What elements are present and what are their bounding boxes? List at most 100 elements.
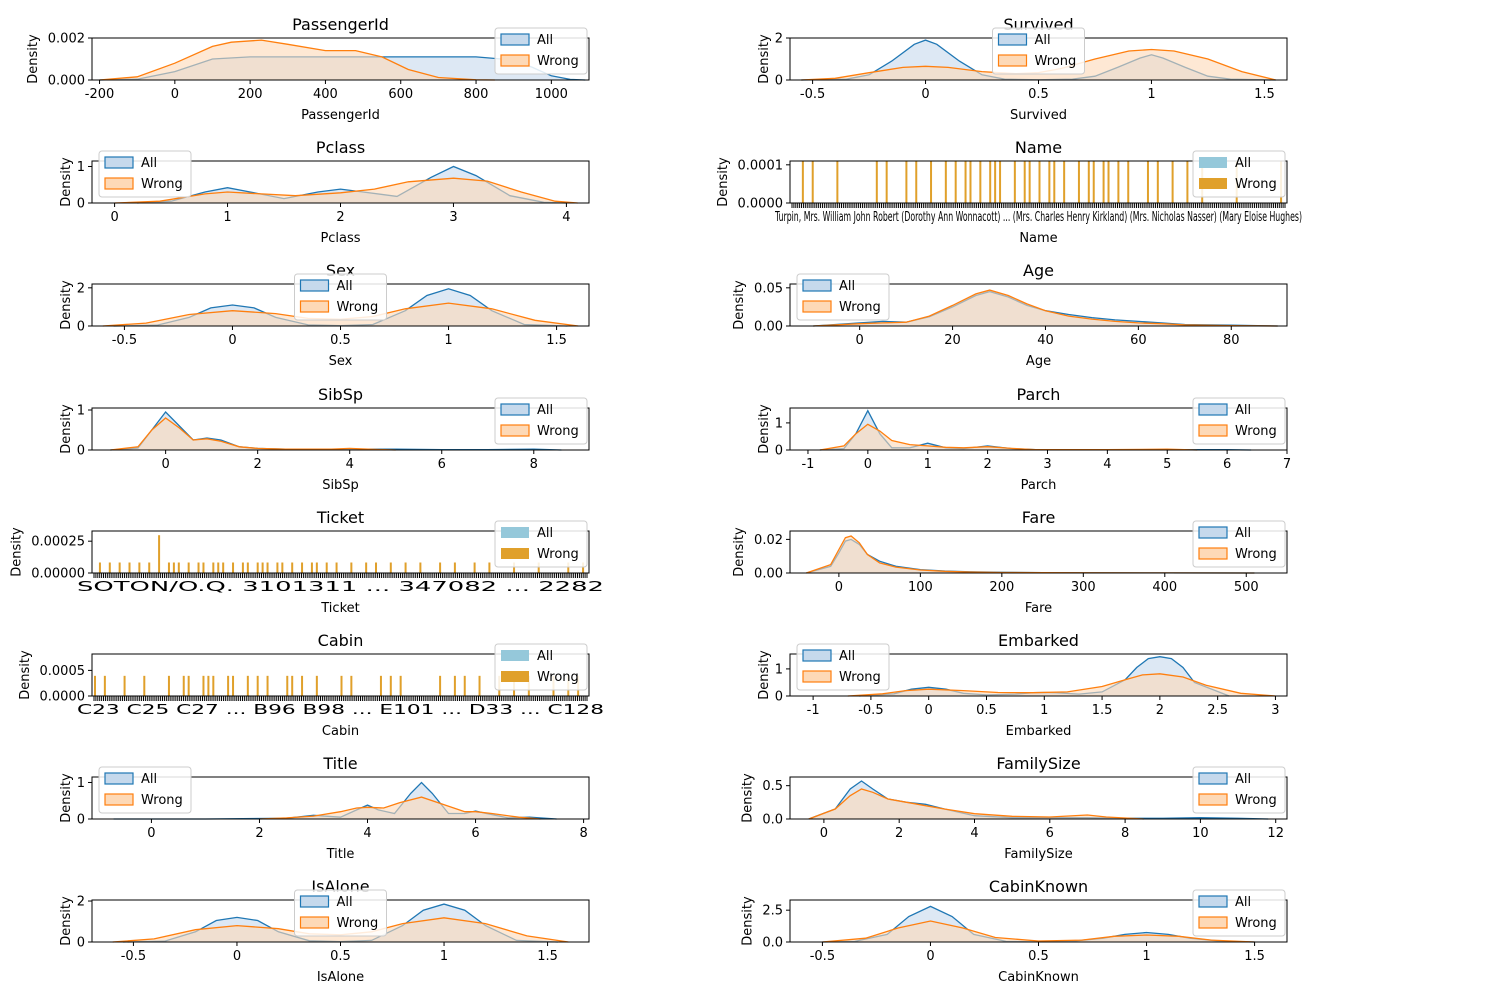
y-axis-label: Density bbox=[757, 404, 772, 454]
bar-wrong bbox=[187, 562, 190, 573]
panel-age: Age 0 20 40 60 80 0.00 0.05 Age Density All Wrong bbox=[732, 261, 1288, 369]
bar-wrong bbox=[478, 675, 481, 696]
x-tick-label: -200 bbox=[85, 87, 115, 102]
bar-wrong bbox=[167, 562, 170, 573]
x-tick-label: 4 bbox=[970, 826, 978, 841]
legend-swatch-all bbox=[1198, 526, 1228, 539]
y-axis-label: Density bbox=[59, 404, 74, 454]
x-tick-label: -0.5 bbox=[858, 703, 883, 718]
panel-sibsp: SibSp 0 2 4 6 8 0 1 SibSp Density All Wrong bbox=[59, 385, 590, 493]
y-tick-label: 0.0 bbox=[762, 813, 783, 828]
legend-label: Wrong bbox=[1235, 793, 1277, 808]
bar-wrong bbox=[1063, 161, 1066, 203]
legend: All Wrong bbox=[294, 889, 387, 937]
x-tick-label: 1000 bbox=[535, 87, 568, 102]
legend-swatch-all bbox=[802, 279, 832, 292]
series-wrong-fill bbox=[112, 917, 569, 942]
panel-pclass: Pclass 0 1 2 3 4 0 1 Pclass Density All Wrong bbox=[59, 138, 590, 246]
panel-title: Cabin bbox=[318, 631, 364, 650]
panel-familysize: FamilySize 0 2 4 6 8 10 12 0.0 0.5 FamilySize Densi… bbox=[740, 754, 1288, 862]
x-tick-label: -0.5 bbox=[121, 949, 146, 964]
bar-wrong bbox=[261, 562, 264, 573]
series-wrong-line bbox=[110, 417, 396, 451]
x-tick-label: 0.5 bbox=[330, 333, 351, 348]
series-wrong-fill bbox=[110, 418, 396, 450]
panel-name: Name Turpin, Mrs. William John Robert (Do… bbox=[716, 138, 1302, 246]
bar-wrong bbox=[389, 562, 392, 573]
axes-frame bbox=[91, 530, 590, 574]
x-tick-label: 1 bbox=[444, 333, 452, 348]
series-wrong-line bbox=[99, 39, 495, 81]
axes-frame bbox=[789, 407, 1288, 451]
x-tick-label: 0 bbox=[161, 457, 169, 472]
y-tick-label: 0 bbox=[77, 197, 85, 212]
series-wrong-line bbox=[114, 177, 578, 204]
y-tick-label: 0.002 bbox=[48, 32, 85, 47]
x-tick-label: 20 bbox=[944, 333, 961, 348]
panel-title: PassengerId bbox=[292, 15, 389, 34]
bar-wrong bbox=[885, 161, 888, 203]
bar-wrong bbox=[453, 562, 456, 573]
bar-wrong bbox=[138, 562, 141, 573]
bar-wrong bbox=[1077, 161, 1080, 203]
legend-swatch-all bbox=[500, 33, 530, 46]
y-tick-label: 0.5 bbox=[762, 779, 783, 794]
bar-wrong bbox=[930, 161, 933, 203]
bar-wrong bbox=[167, 675, 170, 696]
legend: All Wrong bbox=[494, 397, 588, 445]
bar-wrong bbox=[118, 562, 121, 573]
x-tick-label: 0 bbox=[147, 826, 155, 841]
bar-wrong bbox=[291, 675, 294, 696]
bar-wrong bbox=[301, 562, 304, 573]
series-wrong-line bbox=[813, 289, 1278, 327]
bar-wrong bbox=[1038, 161, 1041, 203]
bar-wrong bbox=[979, 161, 982, 203]
y-tick-label: 0.00 bbox=[754, 320, 783, 335]
x-axis-label: Sex bbox=[329, 354, 353, 369]
legend-label: Wrong bbox=[537, 54, 579, 69]
bar-wrong bbox=[989, 161, 992, 203]
bar-wrong bbox=[954, 161, 957, 203]
x-tick-labels: C23 C25 C27 ... B96 B98 ... E101 ... D33… bbox=[77, 703, 604, 718]
legend: All Wrong bbox=[1192, 150, 1286, 198]
y-tick-label: 1 bbox=[775, 662, 783, 677]
x-tick-labels: SOTON/O.Q. 3101311 ... 347082 ... 2282 bbox=[77, 580, 604, 595]
bar-wrong bbox=[256, 562, 259, 573]
legend-label: Wrong bbox=[337, 916, 379, 931]
x-tick-label: 2 bbox=[895, 826, 903, 841]
bar-wrong bbox=[1127, 161, 1130, 203]
panel-fare: Fare 0 100 200 300 400 500 0.00 0.02 Fare Density A… bbox=[732, 508, 1288, 616]
bar-wrong bbox=[158, 535, 161, 573]
bar-wrong bbox=[389, 675, 392, 696]
legend-label: Wrong bbox=[537, 670, 579, 685]
x-tick-label: 4 bbox=[363, 826, 371, 841]
x-tick-label: 0.5 bbox=[1028, 87, 1049, 102]
legend-label: All bbox=[1035, 33, 1051, 48]
panel-cabinknown: CabinKnown -0.5 0 0.5 1 1.5 0.0 2.5 CabinKnown De… bbox=[740, 877, 1288, 985]
bar-wrong bbox=[281, 562, 284, 573]
y-tick-label: 0 bbox=[775, 690, 783, 705]
bar-wrong bbox=[567, 562, 570, 573]
x-tick-label: 2.5 bbox=[1207, 703, 1228, 718]
panel-title: Pclass bbox=[316, 138, 365, 157]
legend-swatch-wrong bbox=[104, 177, 134, 190]
x-tick-label: 6 bbox=[438, 457, 446, 472]
bar-wrong bbox=[1092, 161, 1095, 203]
bar-wrong bbox=[143, 675, 146, 696]
x-tick-label: 0 bbox=[228, 333, 236, 348]
bar-wrong bbox=[439, 675, 442, 696]
panel-title: Title 0 2 4 6 8 0 1 Title Density All Wrong bbox=[59, 754, 590, 862]
legend-label: All bbox=[337, 895, 353, 910]
bar-wrong bbox=[811, 161, 814, 203]
y-tick-label: 0.0001 bbox=[738, 158, 784, 173]
bar-wrong bbox=[301, 675, 304, 696]
x-tick-label: -0.5 bbox=[112, 333, 137, 348]
legend-label: Wrong bbox=[839, 300, 881, 315]
axes-frame bbox=[789, 653, 1288, 697]
bar-wrong bbox=[1171, 161, 1174, 203]
bar-wrong bbox=[399, 675, 402, 696]
axes-frame bbox=[91, 160, 590, 204]
bar-wrong bbox=[1048, 161, 1051, 203]
y-axis-label: Density bbox=[18, 650, 33, 700]
